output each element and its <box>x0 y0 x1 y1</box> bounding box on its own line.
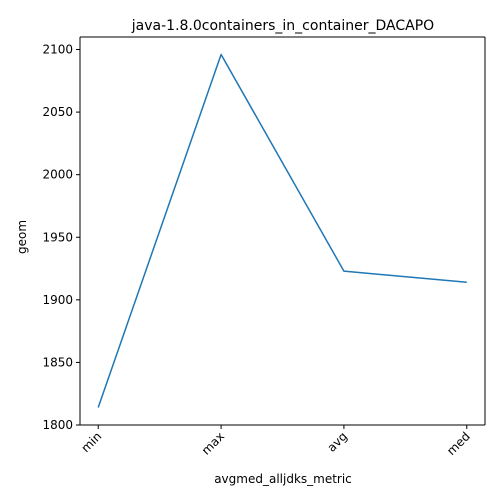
x-tick-label: med <box>444 429 473 458</box>
y-tick-label: 2000 <box>42 168 73 182</box>
y-tick-label: 2100 <box>42 43 73 57</box>
series-line <box>97 53 467 408</box>
y-tick-label: 1900 <box>42 293 73 307</box>
x-tick-label: avg <box>325 429 351 455</box>
x-tick-label: min <box>78 429 104 455</box>
y-tick-label: 2050 <box>42 105 73 119</box>
y-axis-label: geom <box>15 220 29 254</box>
chart-title: java-1.8.0containers_in_container_DACAPO <box>131 18 434 34</box>
x-tick-label: max <box>199 429 227 457</box>
plot-area: 1800 1850 1900 1950 2000 2050 2100 min max avg med <box>42 36 486 458</box>
y-tick-label: 1850 <box>42 355 73 369</box>
x-axis-label: avgmed_alljdks_metric <box>214 472 352 486</box>
y-tick-label: 1800 <box>42 418 73 432</box>
y-tick-label: 1950 <box>42 230 73 244</box>
